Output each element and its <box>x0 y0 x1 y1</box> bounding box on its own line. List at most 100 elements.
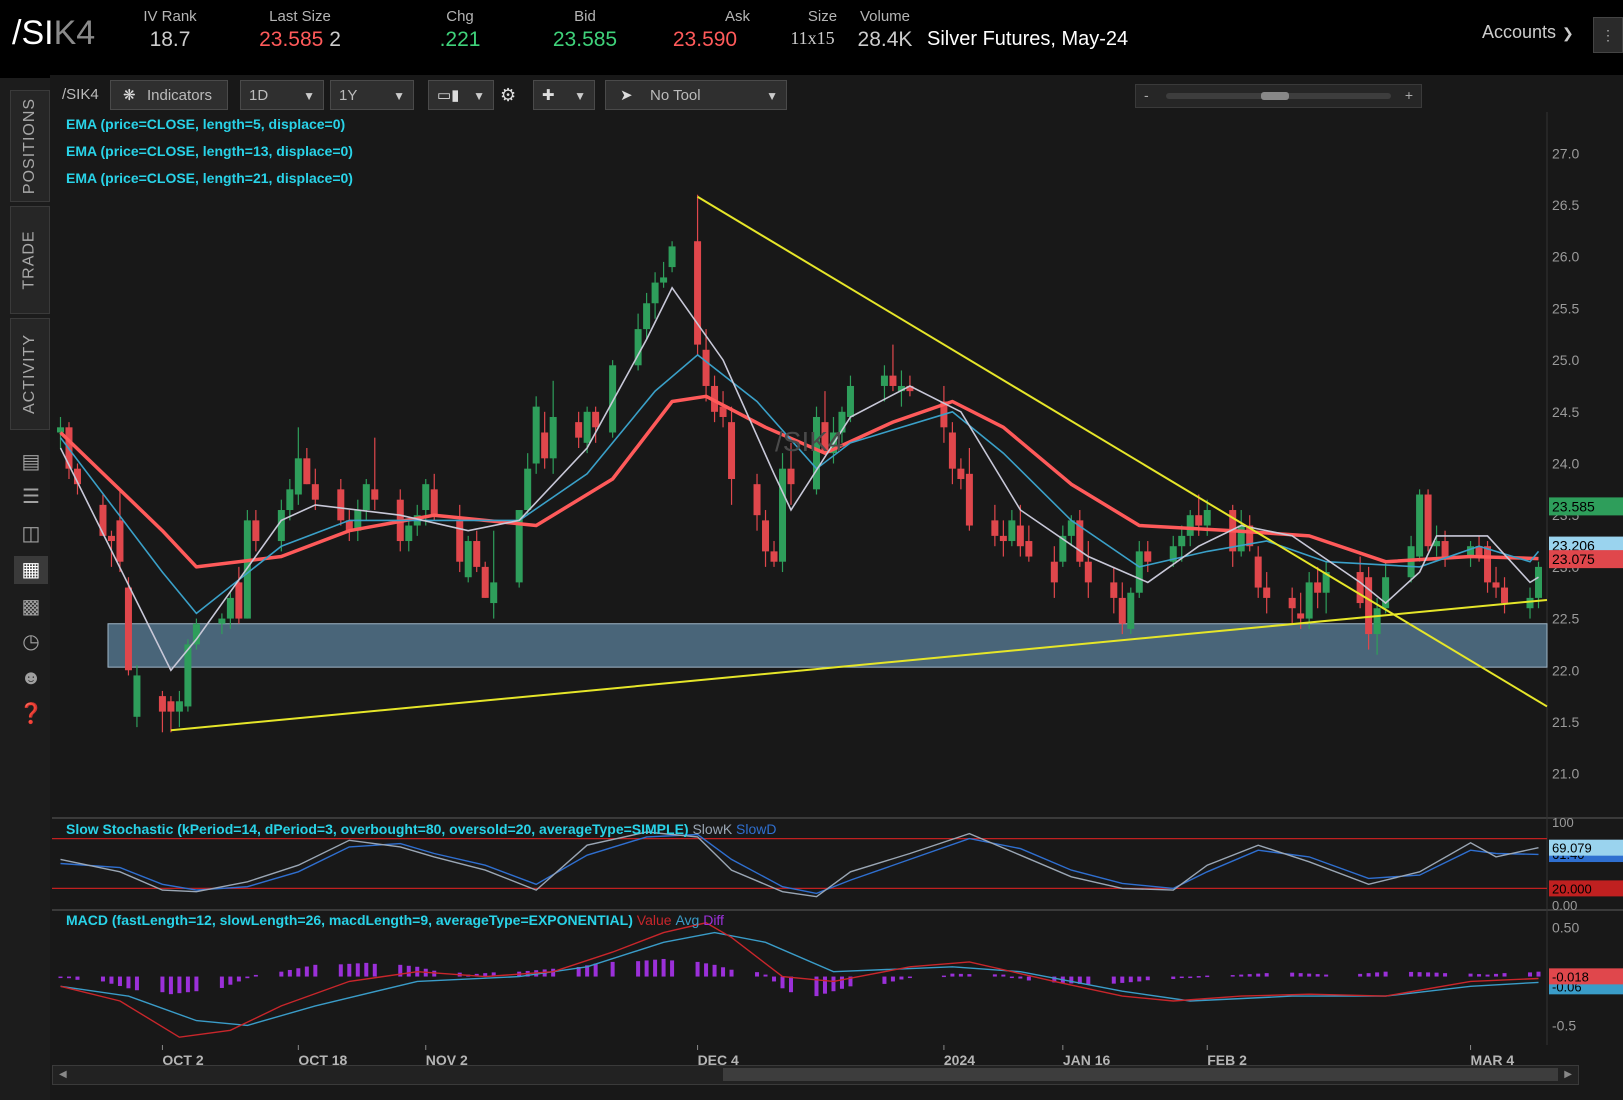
candle-body <box>235 582 243 619</box>
clock-icon[interactable]: ◷ <box>22 631 40 653</box>
macd-diff-bar <box>279 971 284 977</box>
tv-icon[interactable]: ◫ <box>21 523 41 545</box>
ask-label: Ask <box>724 8 750 25</box>
candle <box>362 479 370 521</box>
candle <box>897 370 905 407</box>
change-label: Chg <box>446 8 474 25</box>
candle <box>694 194 702 355</box>
time-range-select[interactable]: 1Y ▼ <box>330 80 414 110</box>
stochastic-k-price-label: 69.079 <box>1552 841 1592 856</box>
candle <box>1127 587 1135 635</box>
trendlines <box>170 195 1548 732</box>
aggregation-select[interactable]: 1D ▼ <box>240 80 324 110</box>
candle-body <box>532 406 540 464</box>
candle <box>277 499 285 552</box>
time-range-value: 1Y <box>339 87 358 104</box>
candle-body <box>1084 561 1092 583</box>
candle <box>371 437 379 511</box>
macd-panel <box>58 922 1541 1038</box>
scroll-left-icon[interactable]: ◀ <box>59 1069 67 1080</box>
candle-body <box>762 520 770 552</box>
indicators-button[interactable]: ❋ Indicators <box>110 80 228 110</box>
indicators-icon: ❋ <box>123 87 136 104</box>
macd-diff-bar <box>474 973 479 977</box>
candle-body <box>294 458 302 495</box>
candle <box>880 365 888 402</box>
gear-icon[interactable]: ⚙ <box>500 85 517 105</box>
candle-body <box>124 587 132 671</box>
volume-value: 28.4K <box>857 28 913 51</box>
zoom-out-button[interactable]: - <box>1144 87 1149 103</box>
candle <box>286 479 294 521</box>
macd-diff-bar <box>1128 976 1133 983</box>
scroll-thumb[interactable] <box>723 1068 1558 1081</box>
zoom-thumb[interactable] <box>1261 92 1289 100</box>
zoom-slider[interactable]: - + <box>1135 84 1422 108</box>
ema13-label[interactable]: EMA (price=CLOSE, length=13, displace=0) <box>66 143 353 159</box>
macd-diff-bar <box>822 976 827 994</box>
candle <box>1305 572 1313 629</box>
macd-diff-bar <box>831 976 836 992</box>
candle <box>175 690 183 728</box>
size-value: 11x15 <box>790 28 835 48</box>
toolbar-symbol[interactable]: /SIK4 <box>62 86 99 103</box>
tab-positions[interactable]: POSITIONS <box>10 90 50 202</box>
drawings-set-button[interactable]: ✚ ▼ <box>533 80 595 110</box>
oversold-price-label: 20.000 <box>1552 881 1592 896</box>
macd-diff-bar <box>1324 974 1329 977</box>
stochastic-label[interactable]: Slow Stochastic (kPeriod=14, dPeriod=3, … <box>66 821 777 837</box>
scroll-right-icon[interactable]: ▶ <box>1564 1069 1572 1080</box>
price-tick-label: 27.0 <box>1552 145 1579 161</box>
macd-label[interactable]: MACD (fastLength=12, slowLength=26, macd… <box>66 912 724 928</box>
candle-body <box>1237 525 1245 552</box>
tab-activity[interactable]: ACTIVITY <box>10 318 50 430</box>
candle <box>218 613 226 635</box>
macd-avg-legend: Avg <box>675 912 700 928</box>
macd-diff-bar <box>958 973 963 977</box>
candle <box>549 380 557 474</box>
change: Chg .221 <box>435 8 485 52</box>
candle <box>1050 546 1058 598</box>
list-icon[interactable]: ☰ <box>22 486 40 508</box>
macd-diff-bar <box>109 976 114 984</box>
candle-body <box>167 701 175 712</box>
candle <box>73 463 81 495</box>
people-icon[interactable]: ☻ <box>20 667 42 689</box>
help-icon[interactable]: ❓ <box>18 703 44 725</box>
iv-rank: IV Rank 18.7 <box>140 8 200 52</box>
candle <box>1178 525 1186 562</box>
candle <box>1416 489 1424 562</box>
monitor-icon[interactable]: ▤ <box>21 451 41 473</box>
accounts-dropdown[interactable]: Accounts ❯ <box>1482 22 1574 43</box>
symbol-title[interactable]: /SIK4 <box>12 14 95 53</box>
candle-body <box>880 375 888 386</box>
candle-body <box>481 566 489 598</box>
candle <box>524 453 532 516</box>
candle <box>575 411 583 448</box>
tab-trade[interactable]: TRADE <box>10 206 50 314</box>
horizontal-scrollbar[interactable]: ◀ ▶ <box>52 1065 1579 1085</box>
x-tick-label: 2024 <box>944 1052 975 1068</box>
bid-ask-size: Size 11x15 <box>785 8 840 49</box>
candle-body <box>218 618 226 624</box>
bid: Bid 23.585 <box>540 8 630 52</box>
drawing-tool-select[interactable]: ➤ No Tool ▼ <box>605 80 787 110</box>
ema21-label[interactable]: EMA (price=CLOSE, length=21, displace=0) <box>66 170 353 186</box>
candle-body <box>821 422 829 454</box>
candle-body <box>1484 546 1492 583</box>
zoom-in-button[interactable]: + <box>1404 87 1413 103</box>
more-options-button[interactable]: ⋮ <box>1593 17 1623 53</box>
candle-body <box>1178 535 1186 547</box>
ema5-label[interactable]: EMA (price=CLOSE, length=5, displace=0) <box>66 116 346 132</box>
macd-diff-bar <box>1485 974 1490 977</box>
candle <box>1314 566 1322 609</box>
macd-diff-bar <box>1358 973 1363 977</box>
candle-body <box>1322 572 1330 593</box>
chart-style-button[interactable]: ▭▮ ▼ <box>428 80 494 110</box>
grid-icon[interactable]: ▩ <box>21 596 41 618</box>
chart-icon[interactable]: ▦ <box>14 556 48 584</box>
candle <box>1169 535 1177 567</box>
macd-diff-bar <box>1417 972 1422 977</box>
macd-diff-bar <box>704 963 709 977</box>
